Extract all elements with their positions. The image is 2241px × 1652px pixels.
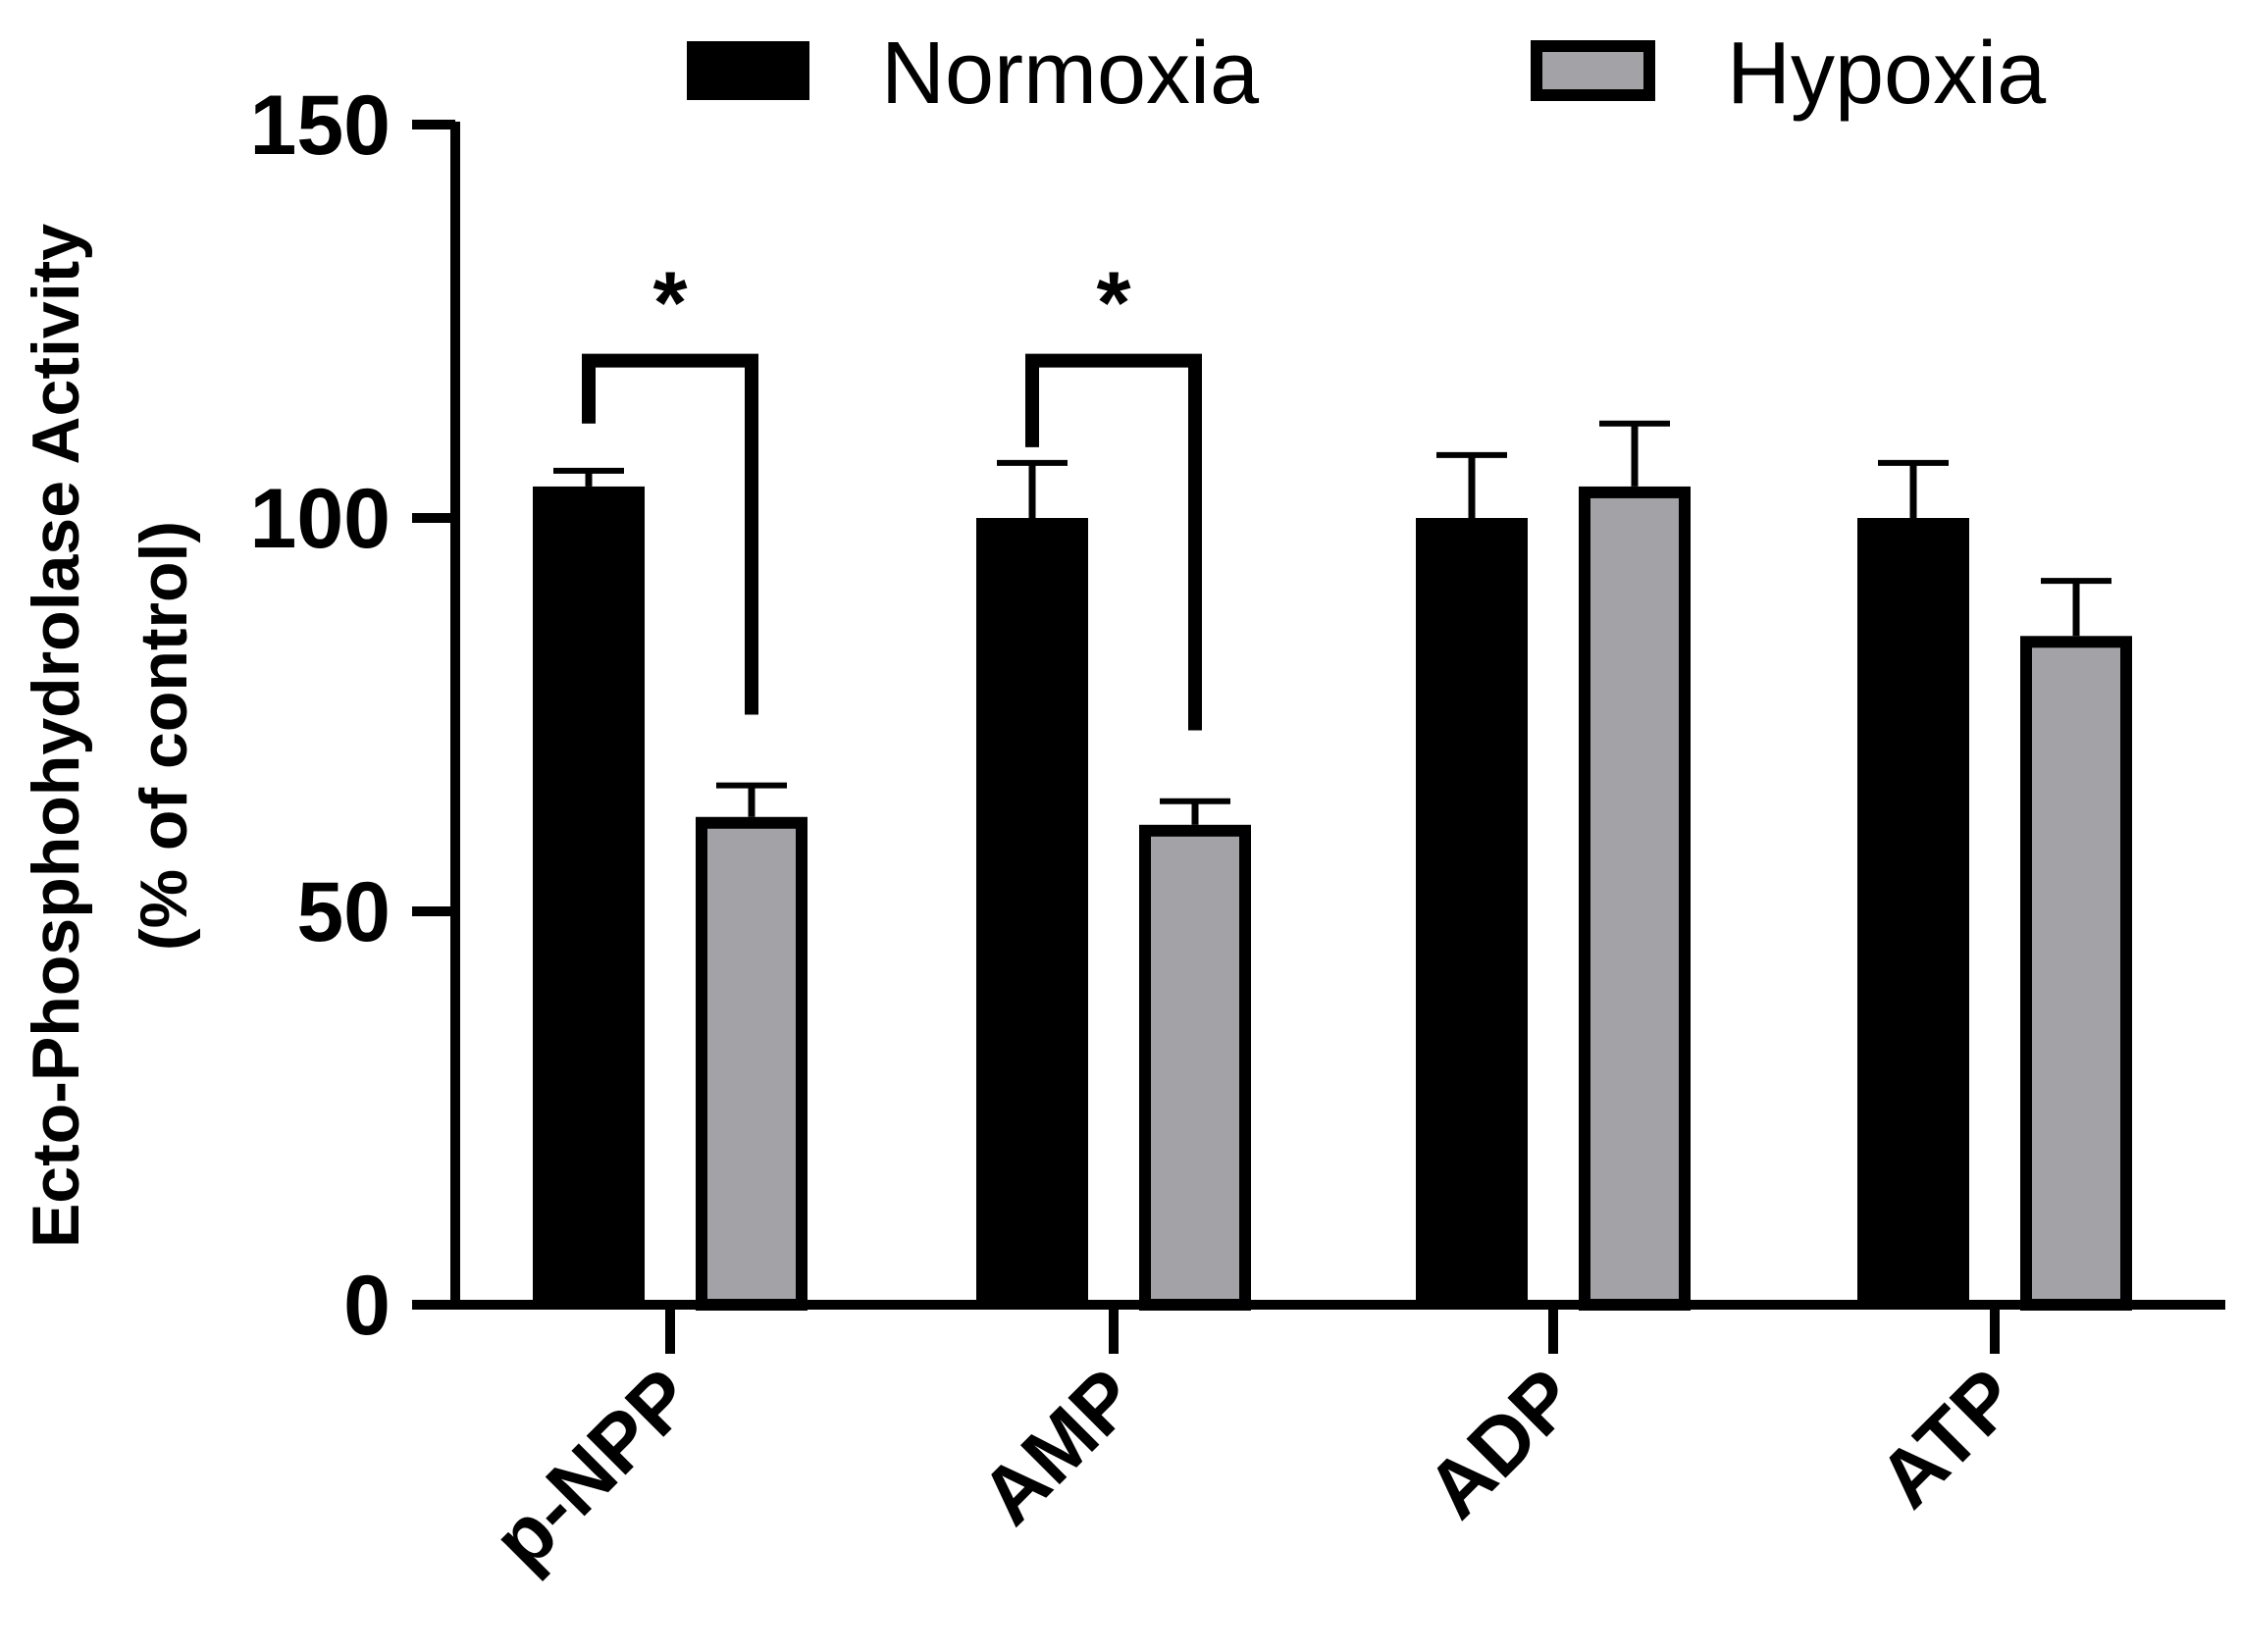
bar-hypoxia-amp [1139,824,1251,1312]
x-categories: p-NPP AMP ADP ATP [476,1305,2035,1586]
y-tick-label: 100 [250,472,391,566]
significance-bracket [582,353,758,715]
significance-star: * [652,255,687,353]
bar-hypoxia-atp [2020,636,2132,1311]
y-axis-title: Ecto-Phosphohydrolase Activity (% of con… [19,224,201,1248]
x-tick-label: p-NPP [476,1352,709,1585]
legend-label-normoxia: Normoxia [881,25,1260,123]
x-tick-label: ATP [1862,1352,2035,1524]
y-ticks: 0 50 100 150 [250,78,455,1353]
legend-swatch-normoxia [687,41,809,100]
y-tick-label: 50 [296,865,391,959]
legend-label-hypoxia: Hypoxia [1727,25,2047,123]
bar-normoxia-p-npp [533,486,645,1305]
x-tick-label: AMP [964,1352,1154,1541]
y-tick-label: 150 [250,78,391,173]
bar-normoxia-amp [976,518,1088,1305]
y-tick-label: 0 [343,1259,391,1353]
bar-hypoxia-p-npp [696,816,808,1311]
bars [533,486,2132,1312]
y-axis-title-line2: (% of control) [127,521,201,951]
significance-bracket [1025,353,1202,731]
significance-brackets: * * [582,255,1202,731]
legend-swatch-hypoxia [1531,40,1655,101]
bar-normoxia-atp [1857,518,1969,1305]
y-axis-title-line1: Ecto-Phosphohydrolase Activity [19,224,93,1248]
legend: Normoxia Hypoxia [687,25,2047,123]
bar-normoxia-adp [1416,518,1528,1305]
significance-star: * [1096,255,1130,353]
error-bars [553,420,2111,825]
bar-hypoxia-adp [1579,486,1691,1312]
x-tick-label: ADP [1410,1352,1593,1535]
